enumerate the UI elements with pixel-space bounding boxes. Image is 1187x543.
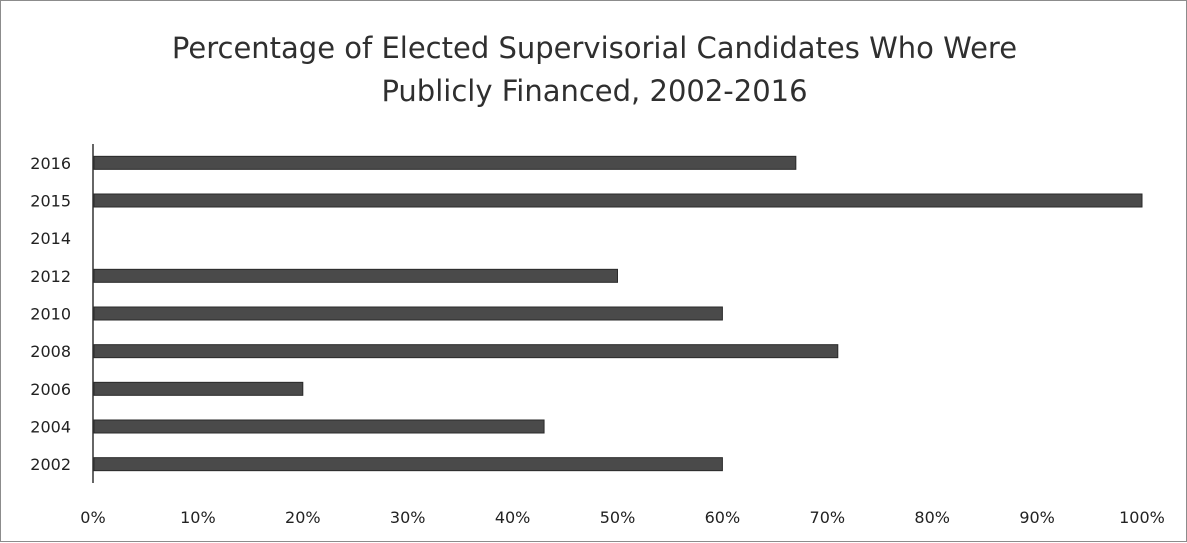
bar-2008 xyxy=(93,344,839,359)
y-tick-label-2002: 2002 xyxy=(30,455,71,474)
x-tick-label-3: 30% xyxy=(390,508,426,527)
y-tick-label-2016: 2016 xyxy=(30,154,71,173)
y-tick-label-2004: 2004 xyxy=(30,418,71,437)
y-tick-label-2008: 2008 xyxy=(30,342,71,361)
x-tick-label-2: 20% xyxy=(285,508,321,527)
x-tick-label-4: 40% xyxy=(495,508,531,527)
y-tick-label-2012: 2012 xyxy=(30,267,71,286)
x-tick-label-5: 50% xyxy=(600,508,636,527)
y-tick-label-2006: 2006 xyxy=(30,380,71,399)
chart-title-line-1: Percentage of Elected Supervisorial Cand… xyxy=(171,31,1018,65)
x-tick-label-0: 0% xyxy=(80,508,105,527)
x-tick-label-8: 80% xyxy=(914,508,950,527)
y-tick-label-2010: 2010 xyxy=(30,305,71,324)
bar-2016 xyxy=(93,155,797,170)
x-tick-label-7: 70% xyxy=(810,508,846,527)
bars-group xyxy=(93,155,1143,472)
bar-2004 xyxy=(93,419,545,434)
bar-2006 xyxy=(93,381,304,396)
x-tick-labels: 0% 10% 20% 30% 40% 50% 60% 70% 80% 90% 100% xyxy=(80,508,1165,527)
y-tick-labels: 2002 2004 2006 2008 2010 2012 2014 2015 2016 xyxy=(30,154,71,474)
x-tick-label-9: 90% xyxy=(1019,508,1055,527)
bar-2015 xyxy=(93,193,1143,208)
bar-2002 xyxy=(93,457,723,472)
y-tick-label-2014: 2014 xyxy=(30,229,71,248)
bar-2012 xyxy=(93,268,618,283)
bar-2010 xyxy=(93,306,723,321)
chart-title: Percentage of Elected Supervisorial Cand… xyxy=(1,27,1187,113)
x-tick-label-6: 60% xyxy=(705,508,741,527)
y-tick-label-2015: 2015 xyxy=(30,192,71,211)
x-tick-label-10: 100% xyxy=(1119,508,1165,527)
chart-title-line-2: Publicly Financed, 2002-2016 xyxy=(381,74,808,108)
x-tick-label-1: 10% xyxy=(180,508,216,527)
